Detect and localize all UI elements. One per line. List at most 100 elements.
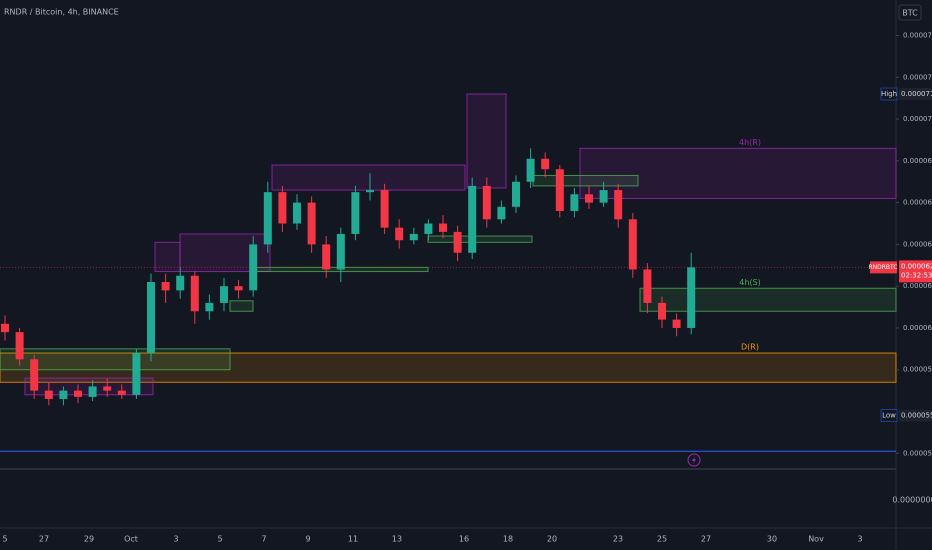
y-tick-label: 0.0000720 xyxy=(903,73,932,81)
x-tick-label: 30 xyxy=(767,535,777,544)
zone xyxy=(271,164,466,191)
x-tick-label: 25 xyxy=(657,535,667,544)
x-tick-label: 16 xyxy=(459,535,469,544)
x-tick-label: 5 xyxy=(2,535,7,544)
candle-body xyxy=(424,223,433,234)
candle-body xyxy=(614,190,623,220)
high-tag-bg xyxy=(880,87,898,101)
candle-body xyxy=(263,192,272,245)
symbol-tag: RNDRBTC xyxy=(868,264,897,271)
high-value-bg xyxy=(899,88,932,100)
candle-body xyxy=(570,194,579,211)
x-tick-label: 27 xyxy=(701,535,711,544)
y-tick-label: 0.0000700 xyxy=(903,115,932,123)
candle-body xyxy=(30,359,39,391)
zone-label: D(R) xyxy=(741,343,759,352)
x-tick-label: 5 xyxy=(217,535,222,544)
candle-body xyxy=(176,275,185,291)
y-tick-label: 0.0000620 xyxy=(903,282,932,290)
x-tick-label: 20 xyxy=(547,535,557,544)
y-tick-label: 0.0000600 xyxy=(903,324,932,332)
y-tick-label: 0.0000580 xyxy=(903,366,932,374)
x-tick-label: 13 xyxy=(392,535,402,544)
candle-body xyxy=(117,390,126,395)
candle-body xyxy=(15,332,24,360)
candle-body xyxy=(672,319,681,328)
candle-body xyxy=(555,169,564,211)
candle-body xyxy=(439,223,447,232)
x-tick-label: 7 xyxy=(261,535,266,544)
x-tick-label: 3 xyxy=(857,535,862,544)
candle-body xyxy=(351,192,360,234)
x-tick-label: 9 xyxy=(305,535,310,544)
y-tick-label: 0.0000740 xyxy=(903,32,932,40)
candle-body xyxy=(220,286,228,303)
y-tick-label: 0.0000660 xyxy=(903,199,932,207)
candle-body xyxy=(526,158,535,182)
zone xyxy=(0,352,897,383)
symbol-tag-bg xyxy=(870,261,897,274)
zone xyxy=(154,241,181,273)
zone xyxy=(532,174,639,187)
high-tag: High xyxy=(881,90,897,98)
zone xyxy=(639,287,897,312)
candle-body xyxy=(409,233,418,241)
candle-body xyxy=(366,190,374,193)
candle-body xyxy=(512,181,520,207)
x-tick-label: 11 xyxy=(348,535,358,544)
chart-title: RNDR / Bitcoin, 4h, BINANCE xyxy=(4,8,119,17)
candle-body xyxy=(88,386,97,397)
candle-body xyxy=(1,323,9,333)
candle-body xyxy=(278,192,287,224)
zone xyxy=(229,300,254,312)
candle-body xyxy=(497,206,506,220)
candle-body xyxy=(59,390,68,399)
candle-body xyxy=(541,158,550,170)
zone-label: 4h(S) xyxy=(739,278,760,287)
x-tick-label: Oct xyxy=(124,535,138,544)
candle-body xyxy=(190,275,199,312)
zone-label: 4h(R) xyxy=(739,138,761,147)
candle-body xyxy=(205,302,214,312)
x-tick-label: 29 xyxy=(84,535,94,544)
countdown: 02:32:53 xyxy=(901,271,932,279)
high-value: 0.0000712 xyxy=(901,90,932,98)
lightning-icon xyxy=(687,453,701,467)
y-tick-label: 0.0000680 xyxy=(903,157,932,165)
y-tick-label: 0.0000540 xyxy=(903,449,932,457)
last-price-bg xyxy=(899,260,932,283)
candle-body xyxy=(380,190,389,228)
low-value-bg xyxy=(899,409,932,422)
candle-body xyxy=(293,202,301,224)
x-tick-label: 3 xyxy=(173,535,178,544)
candle-body xyxy=(322,244,331,270)
currency: BTC xyxy=(902,9,918,18)
zone xyxy=(427,235,533,243)
candle-body xyxy=(453,231,462,253)
y-tick-label: 0.0000640 xyxy=(903,240,932,248)
last-price: 0.0000629 xyxy=(901,262,932,270)
lower-pane-label: 0.0000000 xyxy=(892,496,932,505)
candle-body xyxy=(658,302,666,320)
x-tick-label: 18 xyxy=(503,535,513,544)
candle-body xyxy=(161,282,170,291)
candle-body xyxy=(249,244,258,291)
zone xyxy=(466,93,507,189)
low-tag: Low xyxy=(882,412,896,420)
candle-body xyxy=(336,233,345,270)
x-tick-label: 27 xyxy=(39,535,49,544)
candle-body xyxy=(395,227,404,241)
candle-body xyxy=(147,282,155,354)
candle-body xyxy=(307,202,316,245)
low-value: 0.0000558 xyxy=(901,412,932,420)
candle-body xyxy=(585,194,593,203)
x-tick-label: Nov xyxy=(808,535,824,544)
candle-body xyxy=(132,353,141,395)
candle-body xyxy=(74,390,82,397)
candle-body xyxy=(628,219,637,270)
candle-body xyxy=(468,185,477,253)
candle-body xyxy=(687,267,696,328)
candle-body xyxy=(234,286,243,291)
